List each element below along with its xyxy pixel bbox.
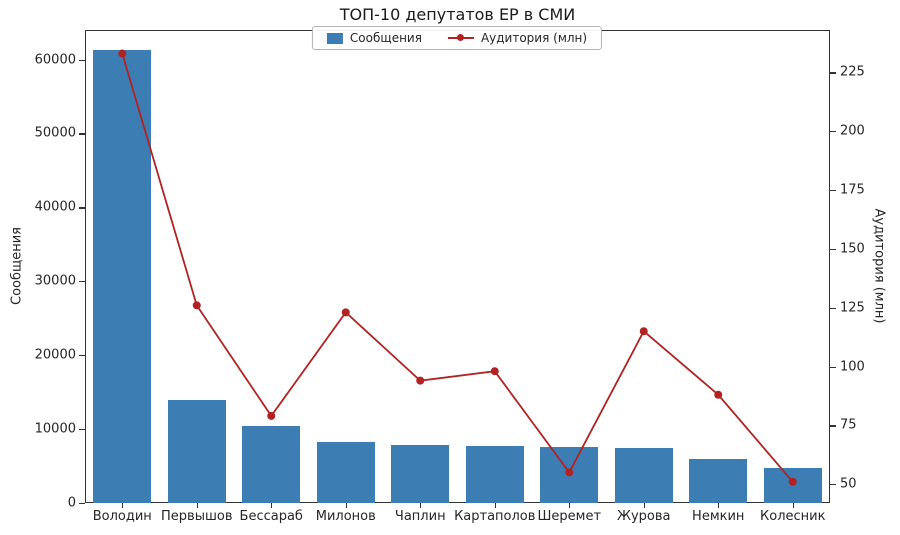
bar	[93, 49, 152, 503]
right-tick-mark	[830, 366, 836, 368]
bar	[316, 441, 375, 503]
x-tick-label: Картаполов	[454, 509, 536, 524]
left-tick-mark	[79, 207, 85, 209]
left-tick-mark	[79, 133, 85, 135]
right-tick-mark	[830, 131, 836, 133]
bottom-tick-mark	[420, 503, 422, 508]
bar	[540, 446, 599, 503]
bar	[242, 426, 301, 503]
bar	[614, 447, 673, 503]
right-tick-mark	[830, 72, 836, 74]
chart-title: ТОП-10 депутатов ЕР в СМИ	[339, 5, 576, 24]
bottom-tick-mark	[122, 503, 124, 508]
left-tick-label: 40000	[34, 199, 76, 215]
left-tick-label: 50000	[34, 125, 76, 141]
bar	[689, 458, 748, 503]
bar	[391, 445, 450, 503]
bottom-tick-mark	[271, 503, 273, 508]
right-tick-label: 200	[840, 123, 865, 139]
legend: Сообщения Аудитория (млн)	[311, 26, 603, 50]
audience-legend-label: Аудитория (млн)	[480, 31, 588, 45]
x-tick-label: Первышов	[161, 509, 233, 524]
right-axis-label: Аудитория (млн)	[871, 208, 887, 324]
right-tick-label: 225	[840, 64, 865, 80]
left-tick-label: 0	[67, 495, 76, 511]
bottom-tick-mark	[196, 503, 198, 508]
bottom-tick-mark	[643, 503, 645, 508]
right-tick-mark	[830, 484, 836, 486]
messages-legend-swatch	[326, 32, 343, 44]
left-tick-label: 30000	[34, 273, 76, 289]
legend-item-messages: Сообщения	[326, 31, 422, 45]
right-tick-label: 75	[840, 417, 857, 433]
x-tick-label: Шеремет	[537, 509, 602, 524]
x-tick-label: Журова	[616, 509, 671, 524]
left-tick-mark	[79, 429, 85, 431]
left-tick-mark	[79, 59, 85, 61]
right-tick-label: 150	[840, 241, 865, 257]
audience-legend-swatch	[447, 34, 474, 42]
left-tick-mark	[79, 281, 85, 283]
x-tick-label: Немкин	[692, 509, 745, 524]
right-tick-mark	[830, 307, 836, 309]
legend-item-audience: Аудитория (млн)	[447, 31, 588, 45]
right-tick-label: 100	[840, 359, 865, 374]
right-tick-mark	[830, 190, 836, 192]
right-tick-label: 175	[840, 182, 865, 198]
bottom-tick-mark	[494, 503, 496, 508]
bottom-tick-mark	[718, 503, 720, 508]
left-tick-label: 60000	[34, 52, 76, 68]
left-tick-label: 20000	[34, 347, 76, 363]
bottom-tick-mark	[345, 503, 347, 508]
bar	[465, 446, 524, 503]
right-tick-mark	[830, 248, 836, 251]
x-tick-label: Бессараб	[239, 509, 303, 524]
bottom-tick-mark	[569, 503, 571, 508]
right-tick-label: 50	[840, 476, 857, 492]
bar	[167, 400, 226, 503]
bar	[763, 468, 822, 503]
x-tick-label: Милонов	[315, 509, 376, 524]
messages-legend-label: Сообщения	[349, 31, 422, 45]
x-tick-label: Колесник	[760, 509, 826, 524]
x-tick-label: Чаплин	[394, 509, 446, 524]
right-tick-mark	[830, 425, 836, 427]
right-tick-label: 125	[840, 300, 865, 316]
left-tick-label: 10000	[34, 421, 76, 437]
left-tick-mark	[79, 355, 85, 357]
left-axis-label: Сообщения	[9, 226, 25, 306]
x-tick-label: Володин	[92, 509, 152, 524]
bottom-tick-mark	[792, 503, 794, 508]
left-tick-mark	[79, 503, 85, 505]
